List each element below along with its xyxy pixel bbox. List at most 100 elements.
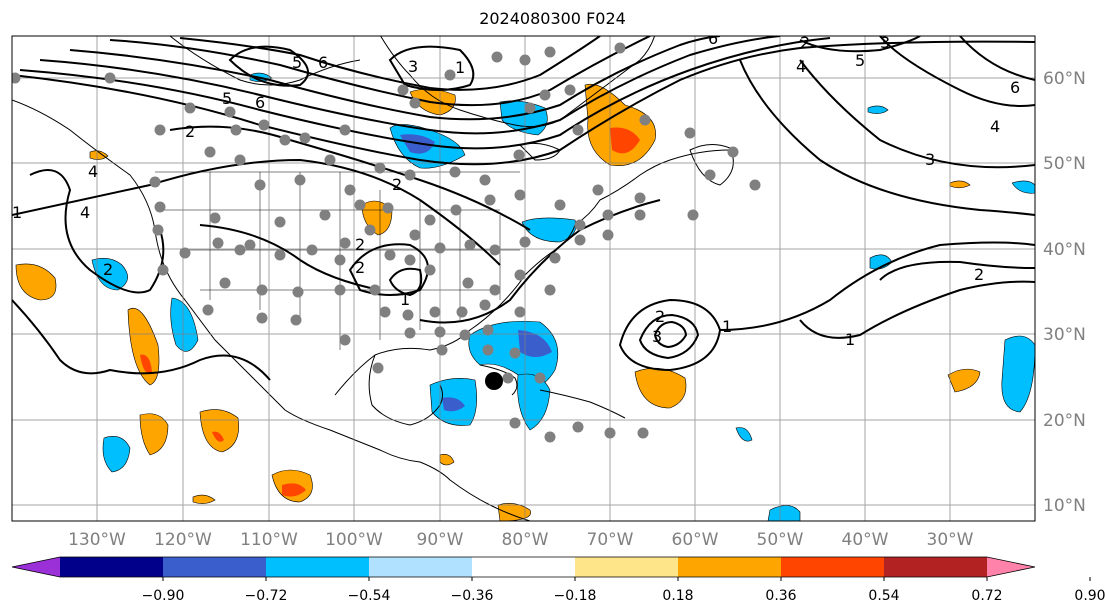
colorbar-tick-label: −0.18 [554, 588, 597, 604]
colorbar-tick-label: 0.54 [868, 588, 899, 604]
colorbar-outline [11, 556, 1036, 578]
station-markers [12, 42, 761, 443]
positive-anomaly-core [140, 354, 152, 374]
colorbar-segment [472, 557, 576, 577]
contour-label: 2 [800, 33, 810, 52]
longitude-label: 90°W [417, 530, 464, 550]
negative-anomaly-region [102, 436, 131, 473]
contour-label: 1 [455, 58, 465, 77]
colorbar-extension-high [987, 557, 1035, 577]
map-frame [11, 35, 1036, 522]
positive-anomaly-region [439, 454, 455, 466]
positive-anomaly-core [610, 127, 640, 154]
latitude-label: 30°N [1043, 325, 1086, 345]
negative-anomaly-region [521, 217, 577, 243]
contour-label: 6 [318, 53, 328, 72]
contour-label: 1 [722, 317, 732, 336]
positive-anomaly-region [947, 368, 981, 393]
contour-label: 2 [355, 258, 365, 277]
contour-label: 4 [88, 162, 98, 181]
longitude-label: 100°W [325, 530, 383, 550]
longitude-label: 70°W [587, 530, 634, 550]
latitude-label: 50°N [1043, 154, 1086, 174]
colorbar-tick-label: 0.36 [765, 588, 796, 604]
longitude-label: 40°W [842, 530, 889, 550]
latitude-label: 60°N [1043, 69, 1086, 89]
contour-label: 3 [408, 57, 418, 76]
positive-anomaly-region [15, 263, 57, 301]
contour-label: 5 [855, 51, 865, 70]
negative-anomaly-region [867, 105, 889, 114]
contour-label: 4 [80, 203, 90, 222]
colorbar-segment [678, 557, 782, 577]
colorbar-extension-low [12, 557, 60, 577]
contour-label: 4 [796, 57, 806, 76]
contour-label: 2 [103, 260, 113, 279]
longitude-axis-labels: 130°W 120°W 110°W 100°W 90°W 80°W 70°W 6… [68, 530, 974, 550]
negative-anomaly-region [170, 297, 199, 352]
negative-anomaly-region [91, 258, 128, 291]
contour-label: 2 [185, 122, 195, 141]
longitude-label: 60°W [672, 530, 719, 550]
colorbar-segment [369, 557, 473, 577]
colorbar-tick-label: −0.36 [451, 588, 494, 604]
contour-label: 3 [652, 327, 662, 346]
contour-label: 2 [974, 265, 984, 284]
longitude-label: 120°W [154, 530, 212, 550]
graticule [12, 36, 1035, 521]
colorbar-segment [60, 557, 164, 577]
contour-label: 1 [845, 330, 855, 349]
negative-anomaly-region [517, 373, 551, 431]
positive-anomaly-core [212, 431, 224, 442]
colorbar-tick-label: 0.72 [971, 588, 1002, 604]
contour-label: 1 [12, 203, 22, 222]
positive-anomaly-region [634, 367, 687, 409]
longitude-label: 80°W [502, 530, 549, 550]
colorbar-segment [781, 557, 885, 577]
negative-anomaly-core [518, 330, 552, 357]
positive-anomaly-region [949, 180, 971, 189]
contour-label: 6 [1010, 78, 1020, 97]
contour-label: 2 [392, 175, 402, 194]
contour-label: 2 [355, 235, 365, 254]
negative-anomaly-region [1001, 335, 1035, 413]
colorbar-tick-label: 0.90 [1074, 588, 1105, 604]
contour-label: 6 [255, 93, 265, 112]
contour-label: 2 [655, 307, 665, 326]
map-title: 2024080300 F024 [479, 9, 626, 28]
positive-anomaly-region [584, 83, 656, 167]
longitude-label: 50°W [757, 530, 804, 550]
positive-anomaly-region [127, 308, 160, 386]
latitude-label: 10°N [1043, 496, 1086, 516]
contour-label: 4 [990, 117, 1000, 136]
positive-anomaly-region [199, 409, 239, 453]
longitude-label: 130°W [68, 530, 126, 550]
latitude-axis-labels: 60°N 50°N 40°N 30°N 20°N 10°N [1043, 69, 1086, 516]
positive-anomaly-region [139, 413, 169, 456]
latitude-label: 40°N [1043, 240, 1086, 260]
contour-label: 3 [880, 33, 890, 52]
longitude-label: 30°W [927, 530, 974, 550]
positive-anomaly-core [282, 483, 306, 497]
longitude-label: 110°W [240, 530, 298, 550]
positive-anomaly-region [192, 494, 216, 504]
latitude-label: 20°N [1043, 411, 1086, 431]
colorbar-segment [163, 557, 267, 577]
contour-labels: 6 5 5 6 2 4 1 4 2 2 2 1 2 1 3 2 3 1 1 2 … [12, 33, 1020, 349]
colorbar-tick-label: −0.90 [142, 588, 185, 604]
colorbar-tick-label: 0.18 [662, 588, 693, 604]
colorbar-segment [884, 557, 988, 577]
positive-anomaly-region [497, 503, 531, 521]
storm-center-marker [485, 372, 503, 390]
negative-anomaly-region [735, 427, 753, 442]
contour-label: 5 [292, 53, 302, 72]
colorbar-tick-label: −0.72 [245, 588, 288, 604]
colorbar-segment [266, 557, 370, 577]
contour-label: 5 [222, 89, 232, 108]
colorbar-segment [575, 557, 679, 577]
contour-label: 3 [925, 150, 935, 169]
negative-anomaly-region [767, 505, 801, 521]
contour-label: 1 [400, 290, 410, 309]
map-area: 6 5 5 6 2 4 1 4 2 2 2 1 2 1 3 2 3 1 1 2 … [12, 33, 1035, 521]
